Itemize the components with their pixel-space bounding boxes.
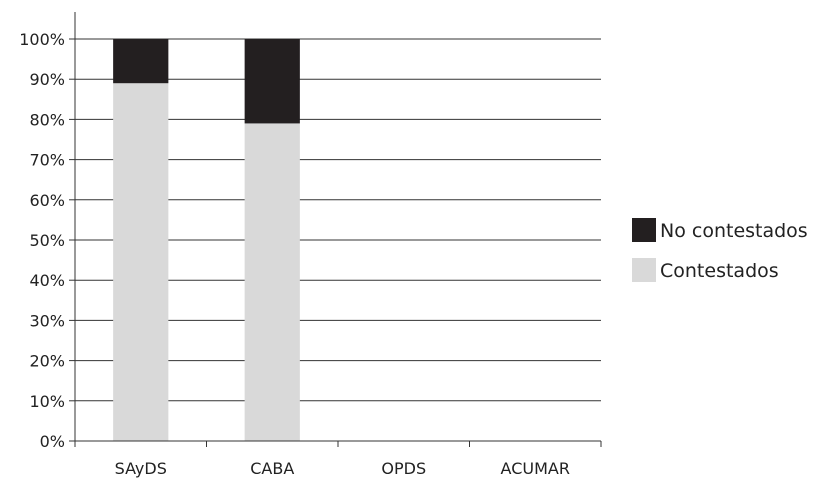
bar-sayds-no-contestados (113, 39, 169, 84)
y-tick-label: 40% (29, 271, 65, 290)
y-tick-label: 0% (40, 432, 65, 451)
legend-swatch (632, 258, 656, 282)
y-tick-labels: 0% 10% 20% 30% 40% 50% 60% 70% 80% 90% 100% (19, 30, 65, 451)
y-tick-label: 80% (29, 110, 65, 129)
legend-label: No contestados (660, 220, 808, 242)
legend-label: Contestados (660, 260, 779, 282)
x-tick-label: ACUMAR (501, 459, 570, 478)
bar-sayds-contestados (113, 83, 169, 441)
y-tick-label: 70% (29, 151, 65, 170)
y-tick-label: 60% (29, 191, 65, 210)
x-tick-label: SAyDS (115, 459, 167, 478)
axes (69, 12, 602, 447)
y-tick-label: 90% (29, 70, 65, 89)
legend: No contestados Contestados (632, 218, 808, 282)
y-tick-label: 100% (19, 30, 65, 49)
legend-swatch (632, 218, 656, 242)
x-tick-labels: SAyDS CABA OPDS ACUMAR (115, 459, 570, 478)
x-tick-label: OPDS (381, 459, 426, 478)
y-tick-label: 20% (29, 352, 65, 371)
bar-caba-no-contestados (244, 39, 300, 124)
y-tick-label: 30% (29, 311, 65, 330)
y-tick-label: 50% (29, 231, 65, 250)
y-tick-label: 10% (29, 392, 65, 411)
bar-caba-contestados (244, 123, 300, 442)
bars (113, 39, 300, 442)
x-tick-label: CABA (250, 459, 294, 478)
